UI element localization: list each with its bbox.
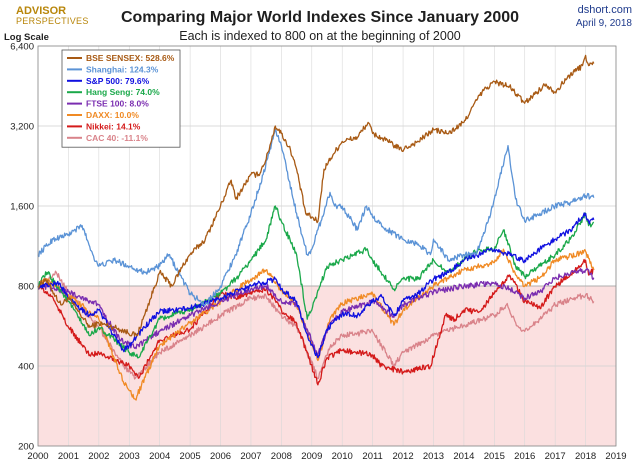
x-tick-label: 2017 [545, 451, 566, 462]
y-tick-label: 6,400 [10, 42, 34, 53]
legend-box [61, 49, 181, 148]
legend-entry: CAC 40: -11.1% [86, 133, 148, 143]
legend-entry: BSE SENSEX: 528.6% [86, 53, 175, 63]
series-line [37, 267, 595, 356]
x-tick-label: 2014 [453, 451, 474, 462]
plot-frame [37, 45, 617, 447]
y-tick-label: 800 [18, 282, 34, 293]
chart-title: Comparing Major World Indexes Since Janu… [121, 9, 519, 26]
x-tick-label: 2019 [605, 451, 626, 462]
y-axis-ticks: 200 400 800 1,600 3,200 6,400 [10, 42, 34, 453]
chart-subtitle: Each is indexed to 800 on at the beginni… [179, 29, 461, 43]
series-line [37, 212, 595, 359]
series-line [37, 129, 595, 306]
x-tick-label: 2013 [423, 451, 444, 462]
legend-entry: Hang Seng: 74.0% [86, 87, 160, 97]
x-tick-label: 2001 [58, 451, 79, 462]
legend-entry: Shanghai: 124.3% [86, 64, 159, 74]
x-tick-label: 2004 [149, 451, 170, 462]
legend-entry: FTSE 100: 8.0% [86, 99, 149, 109]
x-tick-label: 2011 [362, 451, 382, 462]
x-tick-label: 2018 [575, 451, 596, 462]
x-tick-label: 2012 [392, 451, 413, 462]
date-label: April 9, 2018 [576, 18, 633, 29]
x-tick-label: 2005 [180, 451, 201, 462]
series-lines [37, 54, 595, 401]
x-tick-label: 2002 [88, 451, 109, 462]
source-label: dshort.com [578, 4, 632, 16]
legend-entry: Nikkei: 14.1% [86, 121, 141, 131]
series-line [37, 270, 595, 380]
x-tick-label: 2015 [484, 451, 505, 462]
y-tick-label: 200 [18, 442, 34, 453]
y-tick-label: 3,200 [10, 122, 34, 133]
x-tick-label: 2003 [119, 451, 140, 462]
logo-line-1: ADVISOR [16, 5, 66, 17]
scale-label: Log Scale [4, 32, 49, 43]
legend: BSE SENSEX: 528.6%Shanghai: 124.3% S&P 50… [61, 49, 181, 148]
y-tick-label: 1,600 [10, 202, 34, 213]
series-line [37, 54, 595, 337]
x-tick-label: 2008 [271, 451, 292, 462]
advisor-logo: ADVISOR PERSPECTIVES [16, 5, 89, 26]
x-axis-ticks: 2000 2001 2002 2003 2004 2005 2006 2007 2008 2009… [27, 451, 626, 462]
x-tick-label: 2000 [27, 451, 48, 462]
logo-line-2: PERSPECTIVES [16, 16, 89, 26]
x-tick-label: 2016 [514, 451, 535, 462]
x-tick-label: 2007 [240, 451, 261, 462]
series-line [37, 205, 595, 359]
y-tick-label: 400 [18, 362, 34, 373]
x-tick-label: 2010 [332, 451, 353, 462]
x-tick-label: 2006 [210, 451, 231, 462]
x-tick-label: 2009 [301, 451, 322, 462]
legend-entry: DAXX: 10.0% [86, 110, 139, 120]
legend-entry: S&P 500: 79.6% [86, 76, 150, 86]
